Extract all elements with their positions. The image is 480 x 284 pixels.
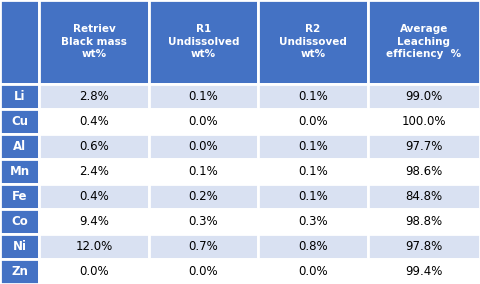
Bar (258, 0, 368, 84)
Bar (149, 259, 258, 284)
Text: 0.1%: 0.1% (298, 165, 328, 178)
Bar (368, 184, 480, 209)
Text: 0.2%: 0.2% (189, 190, 218, 203)
Bar (368, 259, 480, 284)
Bar (258, 109, 368, 134)
Text: 0.1%: 0.1% (298, 190, 328, 203)
Text: 98.8%: 98.8% (405, 215, 443, 228)
Text: 97.7%: 97.7% (405, 140, 443, 153)
Text: 0.0%: 0.0% (79, 265, 109, 278)
Bar (258, 159, 368, 184)
Text: 9.4%: 9.4% (79, 215, 109, 228)
Text: R1
Undissolved
wt%: R1 Undissolved wt% (168, 24, 239, 59)
Bar (368, 234, 480, 259)
Bar (39, 209, 149, 234)
Bar (149, 0, 258, 84)
Text: 0.7%: 0.7% (189, 240, 218, 253)
Text: Li: Li (14, 90, 25, 103)
Text: Average
Leaching
efficiency  %: Average Leaching efficiency % (386, 24, 461, 59)
Text: Cu: Cu (11, 115, 28, 128)
Bar (0, 134, 39, 159)
Text: 0.1%: 0.1% (189, 165, 218, 178)
Text: 2.8%: 2.8% (79, 90, 109, 103)
Text: 0.0%: 0.0% (298, 265, 328, 278)
Text: R2
Undissoved
wt%: R2 Undissoved wt% (279, 24, 347, 59)
Bar (39, 234, 149, 259)
Text: 0.3%: 0.3% (189, 215, 218, 228)
Bar (258, 184, 368, 209)
Bar (149, 159, 258, 184)
Bar (0, 184, 39, 209)
Bar (149, 109, 258, 134)
Text: 12.0%: 12.0% (75, 240, 113, 253)
Bar (149, 184, 258, 209)
Bar (0, 0, 39, 84)
Bar (368, 109, 480, 134)
Bar (368, 84, 480, 109)
Bar (0, 109, 39, 134)
Text: 98.6%: 98.6% (405, 165, 443, 178)
Bar (39, 134, 149, 159)
Text: Al: Al (13, 140, 26, 153)
Bar (368, 0, 480, 84)
Text: Ni: Ni (12, 240, 27, 253)
Bar (149, 134, 258, 159)
Bar (0, 209, 39, 234)
Bar (0, 159, 39, 184)
Bar (39, 184, 149, 209)
Bar (39, 0, 149, 84)
Text: 100.0%: 100.0% (402, 115, 446, 128)
Bar (39, 259, 149, 284)
Text: 0.1%: 0.1% (298, 90, 328, 103)
Bar (149, 209, 258, 234)
Text: 0.1%: 0.1% (189, 90, 218, 103)
Text: 0.1%: 0.1% (298, 140, 328, 153)
Bar (258, 234, 368, 259)
Bar (258, 84, 368, 109)
Text: 0.8%: 0.8% (298, 240, 328, 253)
Bar (258, 134, 368, 159)
Text: 0.0%: 0.0% (189, 265, 218, 278)
Bar (0, 259, 39, 284)
Bar (149, 234, 258, 259)
Bar (368, 209, 480, 234)
Text: 99.4%: 99.4% (405, 265, 443, 278)
Text: Fe: Fe (12, 190, 27, 203)
Text: 99.0%: 99.0% (405, 90, 443, 103)
Text: Mn: Mn (10, 165, 30, 178)
Bar (258, 259, 368, 284)
Bar (368, 134, 480, 159)
Bar (39, 109, 149, 134)
Bar (39, 159, 149, 184)
Text: Retriev
Black mass
wt%: Retriev Black mass wt% (61, 24, 127, 59)
Bar (368, 159, 480, 184)
Text: 0.4%: 0.4% (79, 115, 109, 128)
Bar (0, 234, 39, 259)
Text: 84.8%: 84.8% (405, 190, 443, 203)
Text: 0.4%: 0.4% (79, 190, 109, 203)
Text: Co: Co (12, 215, 28, 228)
Text: 0.0%: 0.0% (189, 115, 218, 128)
Bar (149, 84, 258, 109)
Bar (39, 84, 149, 109)
Text: Zn: Zn (11, 265, 28, 278)
Text: 0.3%: 0.3% (298, 215, 328, 228)
Text: 2.4%: 2.4% (79, 165, 109, 178)
Text: 0.0%: 0.0% (298, 115, 328, 128)
Text: 97.8%: 97.8% (405, 240, 443, 253)
Bar (0, 84, 39, 109)
Bar (258, 209, 368, 234)
Text: 0.6%: 0.6% (79, 140, 109, 153)
Text: 0.0%: 0.0% (189, 140, 218, 153)
